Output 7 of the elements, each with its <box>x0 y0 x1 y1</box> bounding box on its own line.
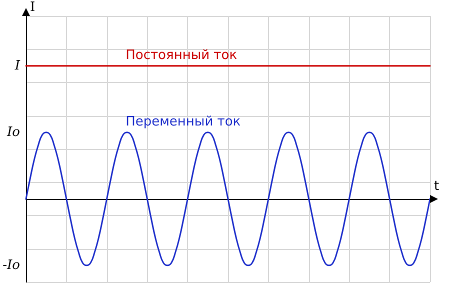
series-label: Постоянный ток <box>126 48 238 63</box>
text: I <box>14 58 21 74</box>
y-axis-title: I <box>30 0 36 15</box>
text: Io <box>6 124 20 140</box>
x-axis-title: t <box>434 178 440 194</box>
series-label: Переменный ток <box>126 114 241 130</box>
text: -Io <box>2 258 20 273</box>
